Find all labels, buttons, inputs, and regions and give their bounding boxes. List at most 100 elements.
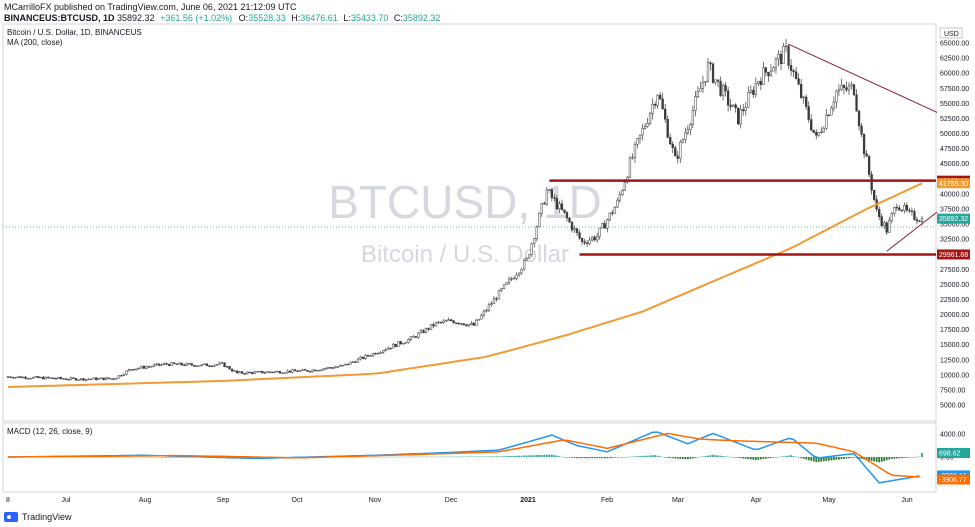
macd-histogram-bar — [858, 457, 860, 459]
macd-histogram-bar — [666, 457, 669, 458]
trendline — [788, 43, 938, 113]
price-tag-label: 29961.68 — [939, 252, 968, 259]
price-tick-label: 47500.00 — [940, 146, 969, 153]
candle-body — [115, 377, 118, 380]
candle-body — [42, 376, 45, 380]
time-tick-label: Aug — [139, 497, 152, 504]
macd-histogram-bar — [641, 455, 644, 457]
candle-body — [190, 363, 193, 366]
price-tick-label: 65000.00 — [940, 41, 969, 48]
candle-body — [633, 144, 637, 158]
candle-body — [195, 365, 198, 367]
candle-body — [789, 65, 793, 71]
candle-body — [198, 365, 201, 367]
macd-histogram-bar — [845, 457, 848, 459]
candle-body — [427, 327, 430, 330]
macd-histogram-bar — [744, 457, 747, 459]
candle-body — [689, 124, 692, 130]
candle-body — [6, 376, 10, 378]
macd-histogram-bar — [510, 455, 513, 457]
time-tick-label: Nov — [369, 497, 382, 504]
macd-histogram-bar — [420, 456, 422, 458]
candle-body — [460, 323, 463, 325]
candle-body — [193, 364, 196, 367]
macd-histogram-bar — [548, 454, 551, 457]
macd-histogram-bar — [707, 455, 709, 457]
candle-body — [563, 209, 566, 213]
candle-body — [628, 157, 632, 178]
candle-body — [643, 126, 647, 129]
macd-histogram-bar — [780, 456, 782, 458]
macd-histogram-bar — [553, 455, 556, 457]
price-tick-label: 52500.00 — [940, 116, 969, 123]
candle-body — [850, 84, 853, 87]
candle-body — [429, 324, 433, 330]
macd-tick-label: 4000.00 — [940, 432, 965, 439]
candle-body — [286, 370, 289, 373]
low-key: L: — [343, 13, 351, 23]
candle-body — [704, 80, 707, 83]
candle-body — [432, 324, 435, 327]
macd-histogram-bar — [417, 456, 420, 458]
candle-body — [122, 374, 125, 376]
macd-histogram-bar — [661, 456, 664, 458]
candle-body — [251, 372, 254, 374]
candle-body — [553, 197, 556, 199]
candle-body — [29, 378, 32, 380]
candle-body — [729, 104, 732, 107]
candle-body — [69, 377, 73, 380]
macd-histogram-bar — [913, 457, 916, 458]
macd-histogram-bar — [790, 455, 792, 457]
candle-body — [487, 304, 491, 311]
macd-histogram-bar — [815, 457, 818, 463]
candle-body — [447, 319, 450, 321]
macd-histogram-bar — [382, 456, 385, 458]
macd-histogram-bar — [623, 457, 626, 458]
candle-body — [835, 90, 838, 103]
macd-histogram-bar — [477, 456, 480, 458]
price-tick-label: 37500.00 — [940, 206, 969, 213]
price-tick-label: 25000.00 — [940, 282, 969, 289]
candle-body — [59, 377, 63, 379]
candle-body — [288, 370, 292, 373]
candle-body — [706, 62, 710, 82]
macd-histogram-bar — [639, 456, 641, 457]
candle-body — [903, 205, 906, 211]
candle-body — [603, 223, 606, 229]
candle-body — [840, 85, 843, 90]
macd-histogram-bar — [465, 456, 468, 458]
macd-histogram-bar — [827, 457, 830, 461]
candle-body — [173, 362, 176, 364]
candle-body — [890, 213, 893, 221]
macd-histogram-bar — [895, 457, 898, 459]
candle-body — [802, 96, 805, 99]
candle-body — [492, 298, 496, 304]
macd-histogram-bar — [770, 457, 772, 458]
candle-body — [873, 190, 876, 200]
candle-body — [787, 45, 790, 66]
macd-histogram-bar — [714, 455, 717, 457]
candle-body — [281, 372, 284, 375]
candle-body — [495, 298, 498, 300]
macd-histogram-bar — [616, 457, 619, 458]
high-key: H: — [291, 13, 301, 23]
macd-histogram-bar — [883, 457, 886, 461]
candle-body — [799, 84, 803, 98]
candle-body — [857, 110, 861, 127]
macd-histogram-bar — [697, 457, 699, 458]
candle-body — [669, 137, 672, 145]
candle-body — [523, 259, 526, 270]
price-tick-label: 10000.00 — [940, 372, 969, 379]
candle-body — [371, 353, 375, 357]
macd-histogram-bar — [840, 457, 843, 460]
macd-histogram-bar — [513, 455, 515, 457]
candle-body — [520, 268, 523, 274]
macd-histogram-bar — [364, 456, 367, 458]
macd-histogram-bar — [631, 456, 634, 458]
candle-body — [107, 377, 110, 379]
candle-body — [895, 206, 898, 209]
macd-histogram-bar — [664, 457, 667, 458]
macd-histogram-bar — [132, 456, 135, 458]
time-tick-label: Jun — [901, 497, 912, 504]
